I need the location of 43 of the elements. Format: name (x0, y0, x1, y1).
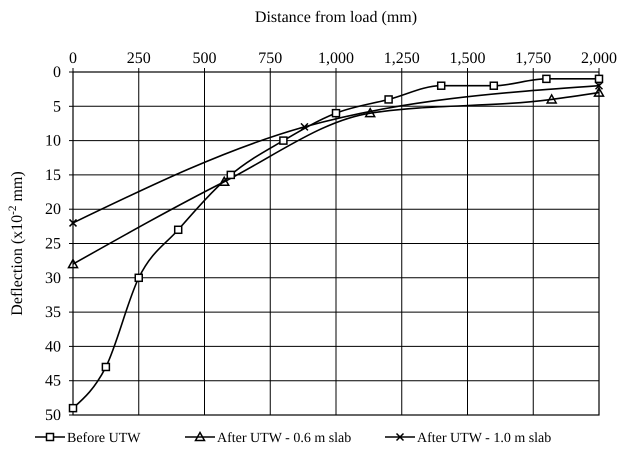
y-tick-label: 45 (45, 372, 61, 390)
y-tick-label: 25 (45, 236, 61, 252)
point (546, 94, 557, 104)
point (542, 74, 551, 84)
y-tick-label: 35 (45, 304, 61, 322)
point (384, 95, 393, 104)
x-tick-label: 750 (258, 50, 282, 67)
x-axis-title: Distance from load (mm) (254, 9, 418, 26)
y-tick-label: 5 (53, 98, 61, 116)
x-tick-label: 0 (69, 50, 77, 67)
legend-label: Before UTW (67, 431, 142, 446)
point (174, 226, 182, 234)
y-tick-label: 50 (45, 407, 61, 424)
y-tick-label: 15 (45, 166, 61, 184)
y-tick-label: 40 (45, 338, 61, 356)
point (300, 122, 309, 132)
x-tick-label: 2,000 (581, 50, 617, 67)
point (436, 81, 446, 90)
y-tick-label: 20 (45, 201, 61, 218)
x-tick-label: 500 (192, 50, 216, 67)
x-tick-label: 1,500 (450, 50, 486, 67)
point (490, 81, 498, 90)
point (594, 87, 604, 97)
point (68, 218, 78, 228)
point (279, 136, 288, 145)
point (364, 108, 376, 118)
legend-label: After UTW - 0.6 m slab (217, 431, 352, 446)
point (226, 170, 236, 180)
point (134, 274, 143, 282)
y-tick-label: 10 (45, 132, 61, 150)
y-tick-label: 30 (45, 270, 61, 287)
point (68, 258, 78, 268)
x-tick-label: 1,250 (384, 50, 420, 67)
x-tick-label: 1,000 (318, 50, 354, 67)
x-tick-label: 1,750 (515, 50, 552, 67)
point (332, 108, 340, 118)
point (102, 362, 110, 372)
point (68, 404, 78, 412)
x-tick-label: 250 (126, 50, 151, 67)
legend-label: After UTW - 1.0 m slab (417, 431, 552, 446)
point (594, 74, 604, 84)
point (218, 176, 230, 186)
y-tick-label: 0 (53, 64, 61, 81)
